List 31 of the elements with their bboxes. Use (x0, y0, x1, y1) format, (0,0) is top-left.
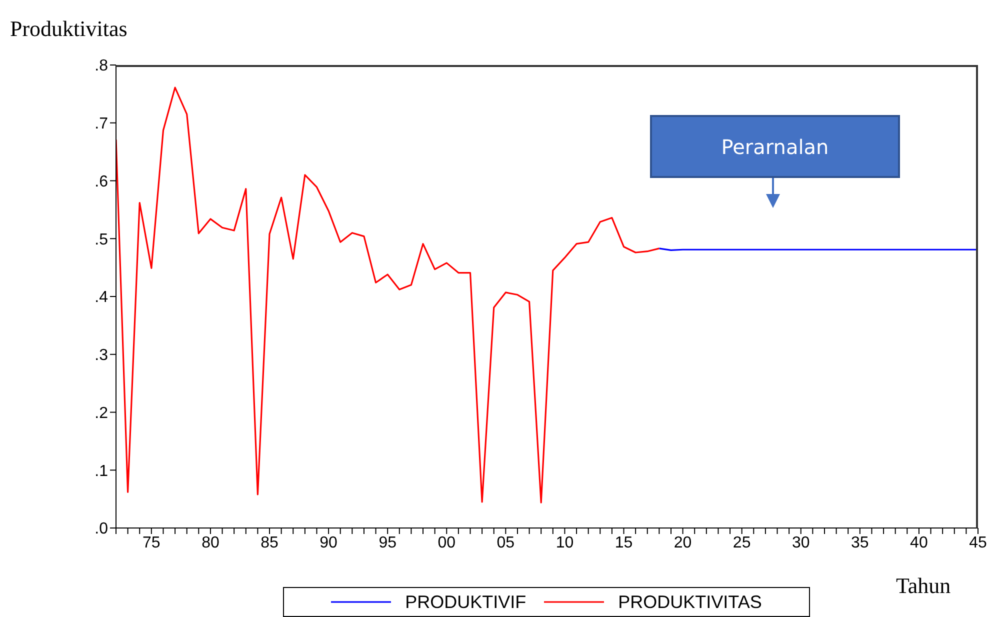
legend-label: PRODUKTIVIF (405, 592, 526, 612)
y-tick-label: .3 (94, 347, 108, 364)
y-tick-label: .4 (94, 289, 108, 306)
line-series (116, 86, 660, 504)
x-tick-label: 00 (438, 534, 456, 552)
x-tick-label: 75 (142, 534, 160, 552)
x-tick-label: 90 (320, 534, 338, 552)
x-tick-label: 80 (202, 534, 220, 552)
x-tick-label: 15 (614, 534, 633, 552)
y-tick-label: .5 (94, 231, 108, 248)
x-tick-label: 10 (556, 534, 574, 552)
x-tick-label: 05 (496, 534, 515, 552)
y-tick-label: .2 (94, 404, 108, 422)
y-tick-label: .8 (94, 58, 108, 75)
y-tick-label: .6 (94, 173, 108, 190)
y-tick-label: .1 (94, 462, 108, 480)
callout-box: Perarnalan (650, 115, 900, 178)
y-tick-label: .0 (94, 520, 108, 538)
x-tick-label: 85 (260, 534, 279, 552)
y-tick-label: .7 (94, 116, 108, 133)
annotation: Perarnalan (721, 134, 829, 158)
x-tick-label: 40 (910, 534, 928, 552)
x-tick-label: 25 (732, 534, 751, 552)
legend-label: PRODUKTIVITAS (618, 592, 762, 612)
x-tick-label: 30 (792, 534, 810, 552)
y-axis-title: Produktivitas (10, 16, 128, 42)
x-axis-title: Tahun (896, 573, 951, 599)
x-tick-label: 45 (969, 534, 987, 552)
x-tick-label: 35 (851, 534, 869, 552)
x-tick-label: 95 (378, 534, 397, 552)
x-tick-label: 20 (674, 534, 692, 552)
